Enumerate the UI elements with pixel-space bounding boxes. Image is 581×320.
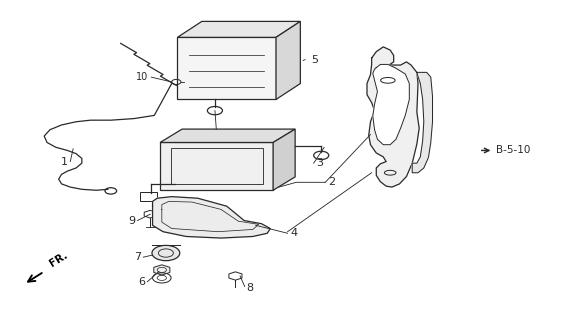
Text: 8: 8: [246, 283, 253, 293]
Bar: [170, 148, 263, 184]
Polygon shape: [373, 64, 410, 145]
Polygon shape: [367, 47, 419, 187]
Text: 2: 2: [328, 177, 335, 187]
Text: 4: 4: [290, 228, 297, 238]
Polygon shape: [160, 142, 273, 190]
Text: B-5-10: B-5-10: [496, 146, 530, 156]
Polygon shape: [276, 21, 300, 100]
Text: 5: 5: [311, 55, 318, 65]
Polygon shape: [154, 265, 170, 275]
Polygon shape: [412, 72, 432, 173]
Text: FR.: FR.: [48, 250, 70, 269]
Text: 10: 10: [137, 72, 149, 82]
Text: 1: 1: [60, 156, 67, 167]
Polygon shape: [160, 129, 295, 142]
Text: 7: 7: [134, 252, 142, 262]
Text: 6: 6: [139, 277, 146, 287]
Text: 3: 3: [317, 158, 324, 168]
Text: 9: 9: [128, 216, 136, 226]
Circle shape: [152, 245, 180, 261]
Polygon shape: [153, 197, 270, 238]
Polygon shape: [177, 21, 300, 37]
Bar: [140, 193, 157, 201]
Polygon shape: [177, 37, 276, 100]
Polygon shape: [273, 129, 295, 190]
